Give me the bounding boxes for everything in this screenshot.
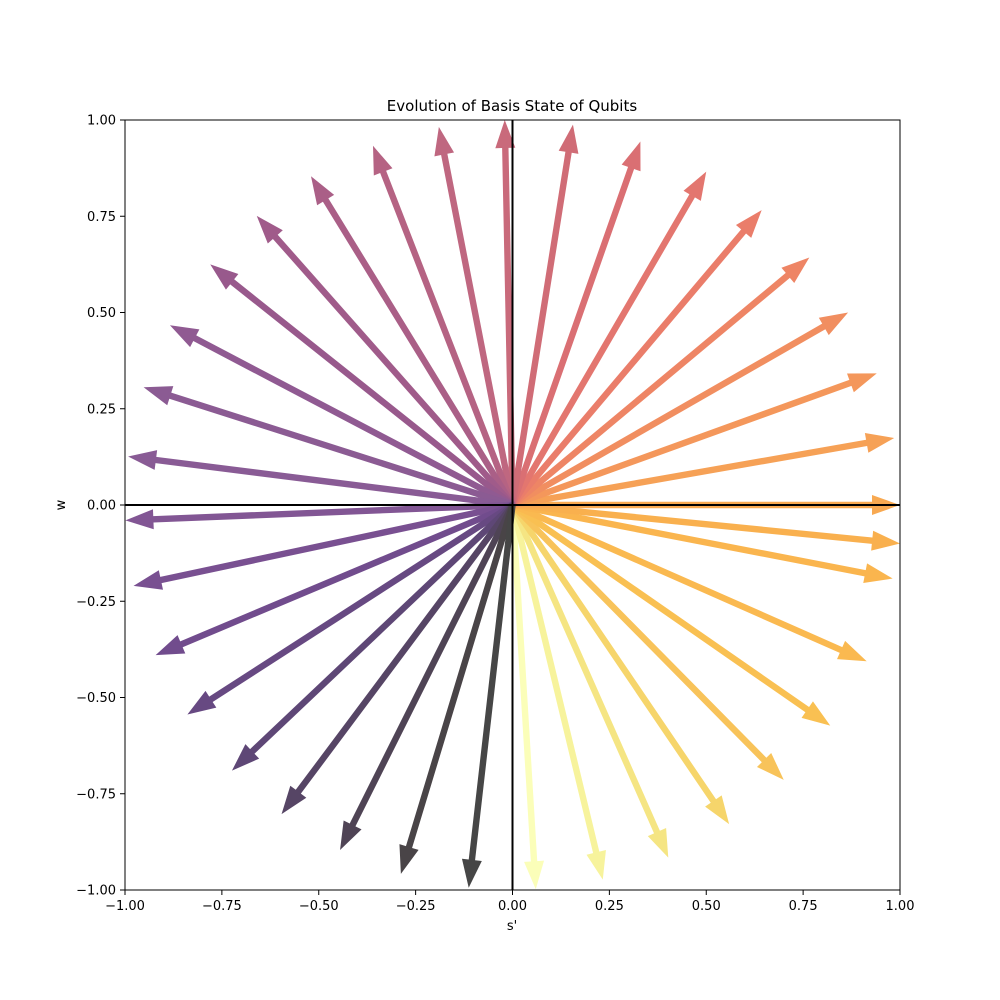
vector-arrow <box>187 502 515 715</box>
x-tick-label: −0.50 <box>299 899 339 914</box>
y-tick-label: −0.75 <box>76 787 116 802</box>
vector-arrow <box>510 502 784 780</box>
x-tick-label: 0.75 <box>789 899 818 914</box>
vector-arrow <box>210 264 515 508</box>
y-tick-label: 0.00 <box>87 499 116 514</box>
vector-arrow <box>125 501 513 530</box>
vector-arrow <box>169 325 514 508</box>
vector-arrow <box>509 503 669 858</box>
vector-arrow <box>281 503 516 815</box>
vector-arrow <box>511 373 877 509</box>
vector-arrow <box>133 501 514 590</box>
y-tick-label: 0.25 <box>87 402 116 417</box>
x-tick-label: −0.25 <box>396 899 436 914</box>
vector-arrow <box>510 257 810 508</box>
y-tick-label: −1.00 <box>76 884 116 899</box>
vector-arrow <box>509 124 579 506</box>
vector-arrow <box>510 312 849 508</box>
vector-arrow <box>434 126 516 506</box>
vector-arrow <box>510 502 831 726</box>
y-tick-label: 0.50 <box>87 306 116 321</box>
zero-axis-lines <box>125 120 900 890</box>
vector-arrow <box>231 502 515 771</box>
vector-arrow <box>509 171 707 507</box>
vector-arrow <box>155 502 514 656</box>
x-axis-ticks: −1.00 −0.75 −0.50 −0.25 0.00 0.25 0.50 0.75 1.00 <box>105 890 914 914</box>
y-tick-label: 1.00 <box>87 114 116 129</box>
vector-arrow <box>511 502 867 662</box>
vector-arrow <box>311 176 516 507</box>
y-tick-label: −0.50 <box>76 691 116 706</box>
vector-arrow <box>509 504 545 890</box>
y-tick-label: 0.75 <box>87 210 116 225</box>
vector-arrow <box>461 504 516 888</box>
vector-arrow <box>256 215 515 508</box>
vector-arrow <box>509 141 641 507</box>
y-tick-label: −0.25 <box>76 595 116 610</box>
vector-arrow <box>509 503 730 825</box>
vector-arrow <box>511 501 893 584</box>
vector-arrow <box>511 433 895 509</box>
vector-arrow <box>143 386 514 509</box>
vector-arrow <box>509 504 606 880</box>
x-tick-label: −0.75 <box>202 899 242 914</box>
chart-title: Evolution of Basis State of Qubits <box>387 97 638 115</box>
vector-arrow <box>510 210 762 508</box>
y-axis-ticks: −1.00 −0.75 −0.50 −0.25 0.00 0.25 0.50 0.75 1.00 <box>76 114 125 899</box>
vector-arrow <box>399 504 516 874</box>
x-tick-label: 1.00 <box>886 899 915 914</box>
x-tick-label: 0.00 <box>498 899 527 914</box>
vector-arrow <box>128 450 513 509</box>
y-axis-label: w <box>54 499 69 510</box>
x-tick-label: 0.50 <box>692 899 721 914</box>
x-axis-label: s' <box>507 919 517 934</box>
vector-arrow <box>512 501 900 551</box>
vector-arrow <box>340 503 516 850</box>
vector-field <box>125 120 900 890</box>
x-tick-label: −1.00 <box>105 899 145 914</box>
x-tick-label: 0.25 <box>595 899 624 914</box>
vector-arrow <box>373 145 516 507</box>
vector-arrow <box>495 120 516 506</box>
